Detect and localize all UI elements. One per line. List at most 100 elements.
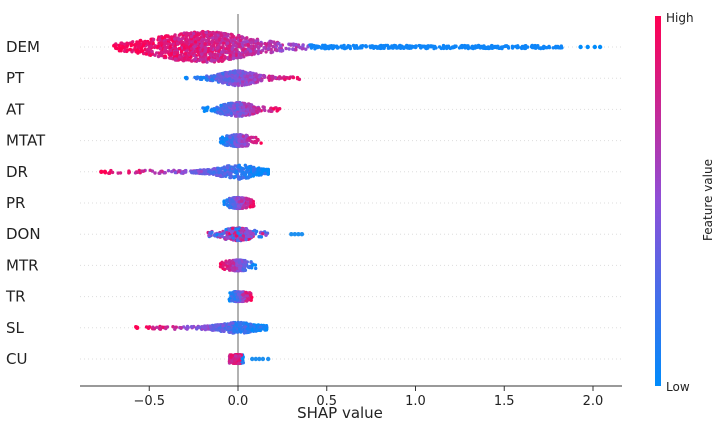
shap-point bbox=[274, 48, 279, 52]
shap-point bbox=[191, 31, 196, 36]
shap-point bbox=[259, 235, 264, 239]
shap-point bbox=[169, 48, 173, 52]
shap-point bbox=[405, 43, 409, 48]
shap-point bbox=[219, 140, 223, 144]
shap-point bbox=[118, 171, 123, 175]
shap-point bbox=[217, 31, 221, 35]
shap-point bbox=[223, 55, 227, 59]
shap-point bbox=[167, 38, 172, 42]
shap-point bbox=[232, 71, 237, 75]
shap-point bbox=[242, 74, 246, 78]
shap-point bbox=[173, 170, 178, 175]
shap-point bbox=[211, 44, 215, 48]
shap-point bbox=[195, 75, 200, 80]
shap-point bbox=[189, 34, 193, 39]
shap-point bbox=[241, 35, 245, 40]
shap-point bbox=[321, 43, 325, 47]
shap-point bbox=[240, 238, 244, 242]
shap-point bbox=[222, 262, 226, 267]
shap-point bbox=[433, 45, 437, 49]
shap-point bbox=[136, 40, 140, 45]
shap-point bbox=[217, 59, 221, 63]
shap-point bbox=[252, 107, 256, 111]
shap-point bbox=[113, 44, 117, 49]
shap-point bbox=[177, 38, 181, 42]
shap-point bbox=[230, 230, 234, 234]
shap-point bbox=[258, 172, 262, 176]
shap-point bbox=[245, 197, 250, 201]
shap-point bbox=[211, 36, 215, 40]
shap-point bbox=[417, 43, 421, 48]
shap-point bbox=[294, 48, 298, 52]
shap-point bbox=[229, 57, 233, 61]
shap-point bbox=[237, 139, 241, 143]
shap-point bbox=[238, 38, 243, 42]
shap-point bbox=[251, 51, 255, 56]
shap-point bbox=[107, 171, 111, 175]
shap-point bbox=[163, 54, 167, 58]
shap-point bbox=[396, 45, 401, 50]
shap-point bbox=[249, 81, 253, 85]
shap-point bbox=[256, 167, 260, 171]
shap-point bbox=[249, 293, 253, 297]
shap-point bbox=[248, 229, 252, 234]
shap-outlier-point bbox=[578, 44, 583, 50]
shap-point bbox=[148, 168, 152, 172]
shap-point bbox=[253, 263, 258, 267]
shap-point bbox=[485, 46, 489, 50]
shap-point bbox=[200, 77, 204, 82]
shap-point bbox=[229, 175, 233, 180]
shap-point bbox=[306, 45, 310, 49]
shap-point bbox=[199, 44, 203, 48]
shap-point bbox=[232, 53, 236, 57]
shap-point bbox=[227, 108, 231, 113]
shap-point bbox=[175, 41, 180, 45]
beeswarm-points bbox=[99, 29, 603, 366]
shap-point bbox=[480, 45, 484, 49]
shap-point bbox=[354, 44, 359, 48]
shap-point bbox=[225, 164, 230, 168]
shap-point bbox=[239, 199, 244, 203]
shap-point bbox=[505, 44, 509, 48]
shap-point bbox=[245, 294, 249, 298]
shap-point bbox=[226, 32, 230, 37]
shap-point bbox=[212, 108, 217, 112]
shap-point bbox=[159, 53, 163, 58]
shap-point bbox=[250, 140, 255, 144]
shap-point bbox=[147, 41, 152, 45]
shap-point bbox=[228, 104, 233, 108]
shap-point bbox=[197, 32, 201, 37]
shap-point bbox=[209, 33, 214, 37]
shap-point bbox=[374, 45, 378, 50]
shap-point bbox=[230, 291, 234, 296]
shap-point bbox=[159, 50, 163, 54]
shap-point bbox=[237, 177, 241, 181]
shap-point bbox=[156, 44, 160, 48]
shap-point bbox=[199, 52, 204, 56]
shap-point bbox=[155, 51, 159, 55]
shap-point bbox=[242, 203, 246, 208]
shap-point bbox=[214, 53, 218, 57]
shap-point bbox=[230, 141, 234, 145]
shap-point bbox=[245, 74, 250, 79]
shap-point bbox=[216, 46, 220, 50]
shap-point bbox=[294, 42, 298, 47]
shap-point bbox=[267, 44, 272, 48]
shap-point bbox=[220, 80, 224, 84]
shap-point bbox=[295, 76, 300, 81]
shap-point bbox=[254, 229, 259, 234]
shap-point bbox=[263, 42, 268, 46]
shap-point bbox=[241, 134, 245, 138]
shap-point bbox=[327, 46, 331, 51]
shap-point bbox=[227, 172, 231, 176]
shap-point bbox=[309, 46, 314, 50]
shap-point bbox=[489, 45, 493, 49]
shap-point bbox=[224, 73, 228, 78]
shap-point bbox=[230, 226, 235, 230]
shap-point bbox=[119, 41, 124, 45]
shap-point bbox=[390, 46, 395, 50]
shap-point bbox=[266, 47, 270, 51]
shap-point bbox=[190, 170, 194, 175]
shap-point bbox=[264, 50, 268, 54]
shap-point bbox=[241, 105, 246, 109]
